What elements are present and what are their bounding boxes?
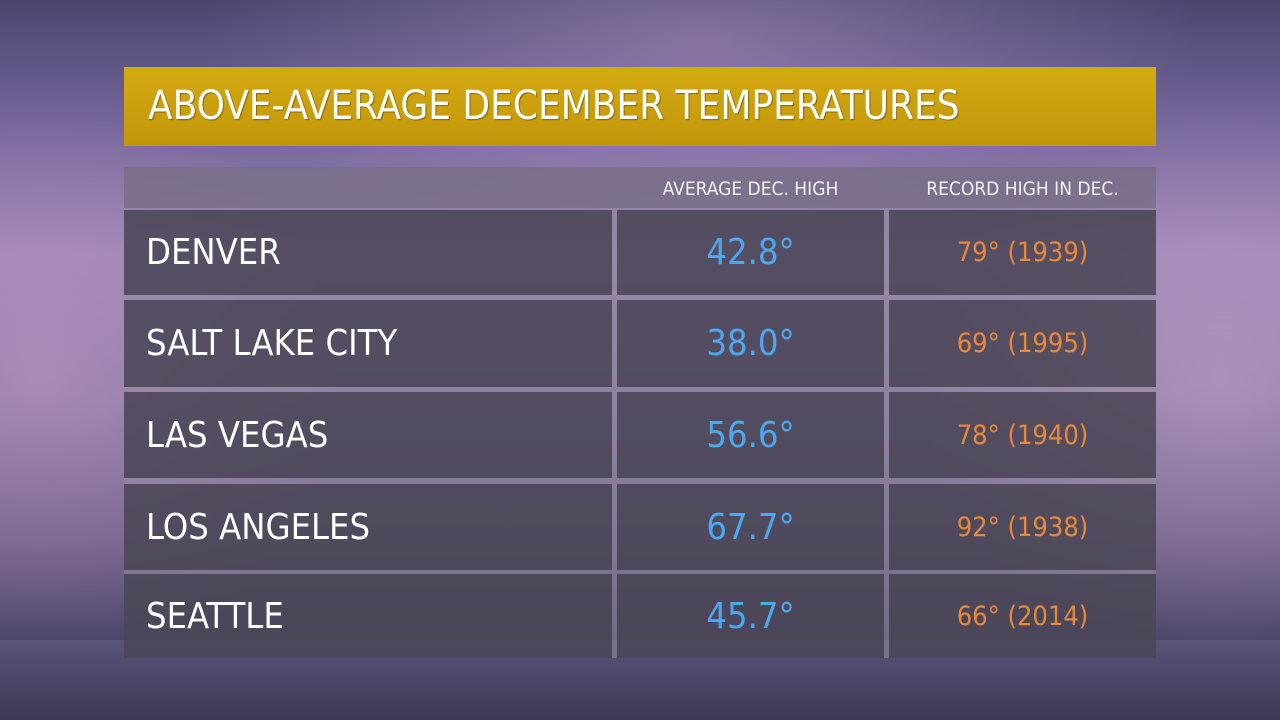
record-high-text: 92° (1938) [956, 511, 1089, 543]
avg-high-text: 45.7° [706, 595, 795, 637]
cell-record-high: 66° (2014) [889, 574, 1156, 658]
cell-city: LAS VEGAS [124, 392, 612, 478]
avg-high-text: 38.0° [706, 323, 795, 364]
avg-high-text: 42.8° [706, 232, 795, 273]
cell-avg-high: 38.0° [617, 300, 884, 387]
cell-city: SEATTLE [124, 574, 612, 658]
header-record: RECORD HIGH IN DEC. [926, 178, 1119, 200]
city-text: SEATTLE [146, 595, 284, 637]
city-text: LOS ANGELES [146, 506, 371, 548]
record-high-text: 66° (2014) [956, 600, 1089, 632]
avg-high-text: 56.6° [706, 414, 795, 456]
header-row [124, 167, 1156, 208]
city-text: SALT LAKE CITY [146, 323, 398, 364]
cell-avg-high: 45.7° [617, 574, 884, 658]
city-text: DENVER [146, 232, 281, 273]
cell-record-high: 79° (1939) [889, 210, 1156, 295]
temperature-table: AVERAGE DEC. HIGH RECORD HIGH IN DEC. DE… [124, 167, 1156, 658]
cell-avg-high: 56.6° [617, 392, 884, 478]
cell-city: LOS ANGELES [124, 484, 612, 570]
cell-avg-high: 67.7° [617, 484, 884, 570]
cell-record-high: 69° (1995) [889, 300, 1156, 387]
record-high-text: 79° (1939) [956, 237, 1089, 268]
cell-record-high: 92° (1938) [889, 484, 1156, 570]
cell-avg-high: 42.8° [617, 210, 884, 295]
cell-city: SALT LAKE CITY [124, 300, 612, 387]
header-avg: AVERAGE DEC. HIGH [662, 178, 839, 200]
chart-title: ABOVE-AVERAGE DECEMBER TEMPERATURES [124, 67, 1156, 146]
record-high-text: 69° (1995) [956, 328, 1089, 359]
record-high-text: 78° (1940) [956, 419, 1089, 451]
city-text: LAS VEGAS [146, 414, 329, 456]
avg-high-text: 67.7° [706, 506, 795, 548]
cell-record-high: 78° (1940) [889, 392, 1156, 478]
cell-city: DENVER [124, 210, 612, 295]
